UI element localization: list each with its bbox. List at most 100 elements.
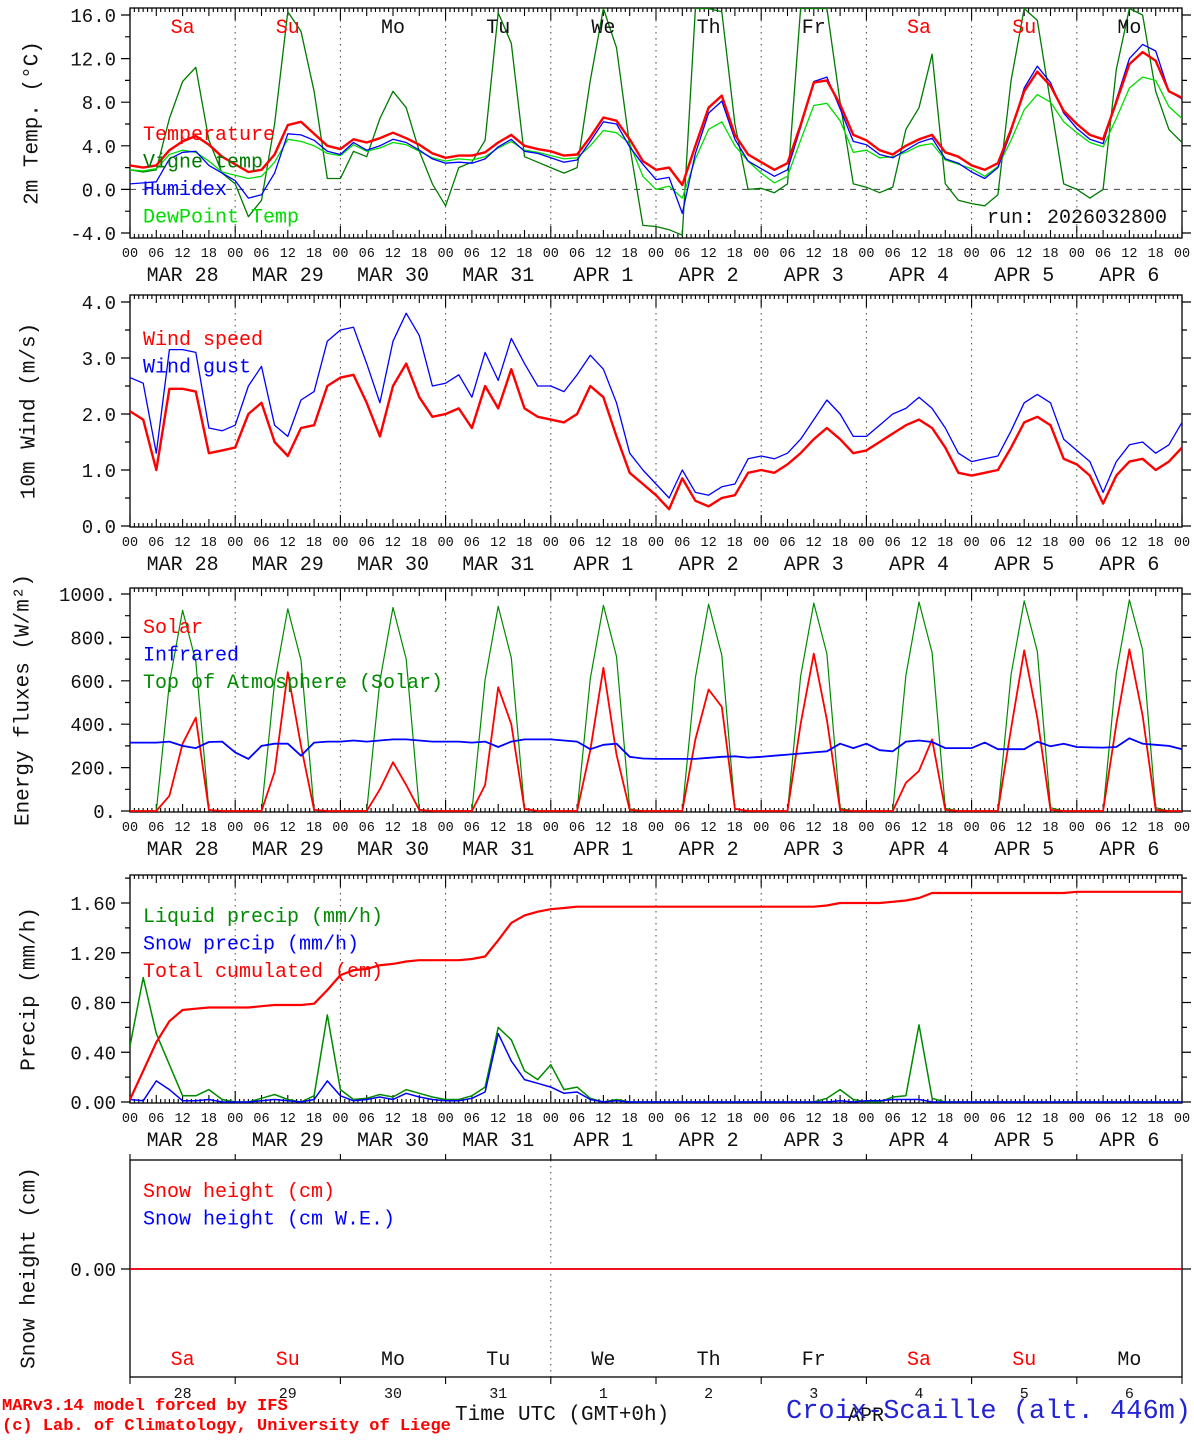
svg-text:MAR 28: MAR 28 xyxy=(147,1130,219,1153)
svg-text:00: 00 xyxy=(543,1112,559,1127)
svg-text:MAR 29: MAR 29 xyxy=(252,265,324,288)
svg-text:18: 18 xyxy=(201,536,217,551)
y-axis-title-precip: Precip (mm/h) xyxy=(18,907,42,1071)
svg-text:18: 18 xyxy=(727,536,743,551)
svg-text:00: 00 xyxy=(437,821,453,836)
energy-hour-labels: 00 06 12 18 00 06 12 18 00 06 12 18 00 06 12 18 00 06 12 18… xyxy=(122,821,1190,836)
svg-text:06: 06 xyxy=(1095,536,1111,551)
svg-text:Su: Su xyxy=(276,17,300,40)
svg-text:12: 12 xyxy=(595,821,611,836)
svg-text:18: 18 xyxy=(201,247,217,262)
svg-text:Su: Su xyxy=(1012,17,1036,40)
wind-gust-line xyxy=(130,312,1182,499)
svg-text:18: 18 xyxy=(306,1112,322,1127)
svg-text:00: 00 xyxy=(648,536,664,551)
energy-legend: Solar Infrared Top of Atmosphere (Solar) xyxy=(143,617,443,695)
legend-humidex: Humidex xyxy=(143,179,227,202)
wind-y-ticks: 0.0 1.0 2.0 3.0 4.0 xyxy=(82,293,1191,539)
legend-wind-gust: Wind gust xyxy=(143,357,251,380)
wind-frame xyxy=(129,294,1183,528)
svg-text:06: 06 xyxy=(779,821,795,836)
svg-text:12: 12 xyxy=(806,1112,822,1127)
svg-text:Tu: Tu xyxy=(486,17,510,40)
svg-text:APR 1: APR 1 xyxy=(573,554,633,577)
svg-text:12: 12 xyxy=(1016,1112,1032,1127)
legend-snow-height-cm: Snow height (cm) xyxy=(143,1181,335,1204)
svg-text:31: 31 xyxy=(489,1386,507,1403)
svg-text:18: 18 xyxy=(1042,536,1058,551)
svg-text:00: 00 xyxy=(648,1112,664,1127)
dewpoint-temp-line xyxy=(130,76,1182,199)
svg-text:00: 00 xyxy=(1069,1112,1085,1127)
svg-text:12: 12 xyxy=(911,821,927,836)
infrared-line xyxy=(130,737,1182,760)
svg-text:12.0: 12.0 xyxy=(70,50,116,72)
svg-text:18: 18 xyxy=(622,1112,638,1127)
svg-text:0.: 0. xyxy=(93,802,116,824)
svg-text:12: 12 xyxy=(700,821,716,836)
svg-text:18: 18 xyxy=(411,1112,427,1127)
svg-text:06: 06 xyxy=(885,821,901,836)
svg-text:12: 12 xyxy=(1121,821,1137,836)
wind-date-labels: MAR 28 MAR 29 MAR 30 MAR 31 APR 1 APR 2 APR 3 A… xyxy=(147,554,1160,577)
precip-series xyxy=(130,890,1182,1103)
svg-text:Tu: Tu xyxy=(486,1349,510,1372)
svg-text:MAR 31: MAR 31 xyxy=(462,839,534,862)
dow-labels-top: Sa Su Mo Tu We Th Fr Sa Su Mo xyxy=(171,17,1142,40)
svg-text:Su: Su xyxy=(1012,1349,1036,1372)
svg-text:APR 4: APR 4 xyxy=(889,265,949,288)
svg-text:MAR 30: MAR 30 xyxy=(357,265,429,288)
top-of-atmosphere-solar-line xyxy=(130,599,1182,812)
total-cumulated-line xyxy=(130,890,1182,1100)
svg-text:00: 00 xyxy=(1069,536,1085,551)
svg-text:30: 30 xyxy=(384,1386,402,1403)
svg-text:06: 06 xyxy=(779,247,795,262)
svg-text:00: 00 xyxy=(122,247,138,262)
svg-text:Sa: Sa xyxy=(171,1349,195,1372)
legend-snow-height-cm-w-e: Snow height (cm W.E.) xyxy=(143,1209,395,1232)
temp-hour-ticks xyxy=(129,8,1183,238)
svg-text:00: 00 xyxy=(858,1112,874,1127)
svg-text:06: 06 xyxy=(148,247,164,262)
svg-text:00: 00 xyxy=(332,536,348,551)
svg-text:06: 06 xyxy=(464,247,480,262)
svg-text:29: 29 xyxy=(279,1386,297,1403)
temp-date-labels: MAR 28 MAR 29 MAR 30 MAR 31 APR 1 APR 2 APR 3 A… xyxy=(147,265,1160,288)
legend-infrared: Infrared xyxy=(143,645,239,668)
vigne-temp-line xyxy=(130,8,1182,236)
svg-text:00: 00 xyxy=(1174,536,1190,551)
svg-text:18: 18 xyxy=(1148,247,1164,262)
svg-text:0.00: 0.00 xyxy=(70,1260,116,1282)
temp-y-ticks: -4.0 0.0 4.0 8.0 12.0 16.0 xyxy=(70,6,1191,246)
svg-text:MAR 30: MAR 30 xyxy=(357,554,429,577)
svg-text:12: 12 xyxy=(490,1112,506,1127)
energy-y-ticks: 0. 200. 400. 600. 800. 1000. xyxy=(59,585,1191,824)
legend-dewpoint-temp: DewPoint Temp xyxy=(143,207,299,230)
svg-text:Th: Th xyxy=(697,17,721,40)
energy-hour-ticks xyxy=(129,588,1183,812)
svg-text:MAR 29: MAR 29 xyxy=(252,1130,324,1153)
svg-text:Fr: Fr xyxy=(802,1349,826,1372)
precip-y-ticks: 0.00 0.40 0.80 1.20 1.60 xyxy=(70,877,1191,1115)
svg-text:06: 06 xyxy=(674,536,690,551)
svg-text:APR 4: APR 4 xyxy=(889,1130,949,1153)
svg-text:18: 18 xyxy=(1148,536,1164,551)
svg-text:APR 4: APR 4 xyxy=(889,554,949,577)
svg-text:06: 06 xyxy=(674,821,690,836)
svg-text:18: 18 xyxy=(516,1112,532,1127)
svg-text:00: 00 xyxy=(963,247,979,262)
svg-text:06: 06 xyxy=(359,821,375,836)
svg-text:06: 06 xyxy=(359,1112,375,1127)
svg-text:18: 18 xyxy=(516,536,532,551)
svg-text:APR 5: APR 5 xyxy=(994,1130,1054,1153)
precip-panel: 0.00 0.40 0.80 1.20 1.60 Liquid precip (mm/h)… xyxy=(70,874,1191,1153)
svg-text:18: 18 xyxy=(937,247,953,262)
svg-text:Sa: Sa xyxy=(171,17,195,40)
svg-text:06: 06 xyxy=(359,247,375,262)
svg-text:APR 6: APR 6 xyxy=(1099,1130,1159,1153)
svg-text:12: 12 xyxy=(174,536,190,551)
svg-text:18: 18 xyxy=(622,247,638,262)
precip-date-labels: MAR 28 MAR 29 MAR 30 MAR 31 APR 1 APR 2 APR 3 A… xyxy=(147,1130,1160,1153)
svg-text:18: 18 xyxy=(832,1112,848,1127)
